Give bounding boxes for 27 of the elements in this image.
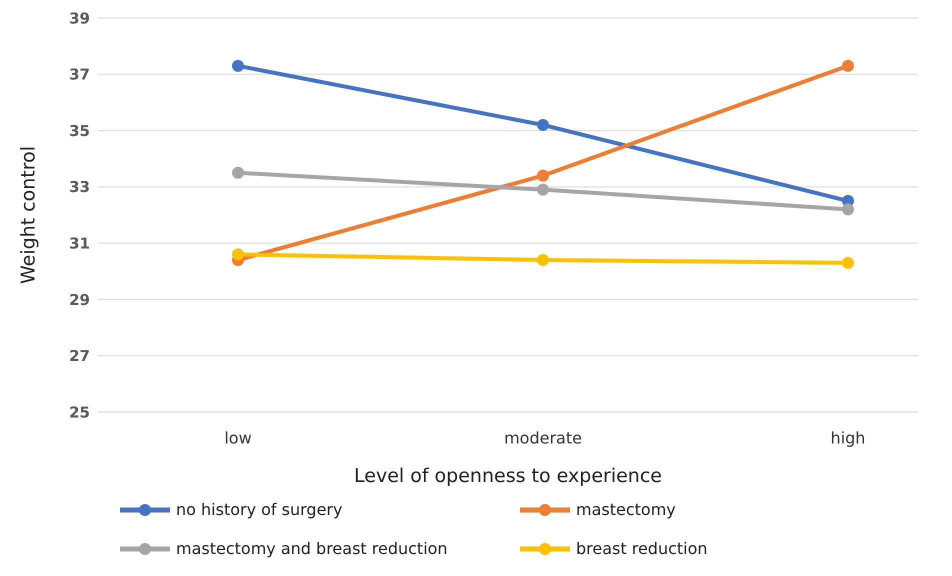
- point: [842, 203, 854, 216]
- point: [537, 254, 549, 266]
- y-tick-label: 31: [69, 234, 90, 252]
- y-axis-title: Weight control: [18, 146, 40, 284]
- y-tick-label: 39: [69, 9, 90, 28]
- x-tick-label: high: [830, 428, 866, 448]
- x-tick-label: moderate: [504, 428, 582, 448]
- point: [232, 60, 244, 72]
- y-tick-label: 35: [69, 122, 90, 140]
- point: [842, 256, 854, 269]
- point: [537, 118, 549, 131]
- legend-label: no history of surgery: [176, 500, 342, 519]
- y-tick-label: 29: [69, 290, 90, 309]
- y-tick-label: 33: [69, 178, 90, 196]
- point: [537, 170, 549, 182]
- legend-label: mastectomy: [576, 500, 676, 519]
- x-axis-title: Level of openness to experience: [354, 465, 662, 487]
- x-tick-label: low: [224, 428, 252, 448]
- legend-label: breast reduction: [576, 539, 708, 558]
- y-tick-label: 37: [69, 66, 90, 84]
- y-tick-label: 25: [69, 403, 90, 422]
- y-tick-label: 27: [69, 347, 90, 366]
- point: [842, 60, 854, 72]
- point: [537, 184, 549, 196]
- point: [232, 166, 244, 179]
- legend-label: mastectomy and breast reduction: [176, 539, 448, 558]
- point: [232, 248, 244, 260]
